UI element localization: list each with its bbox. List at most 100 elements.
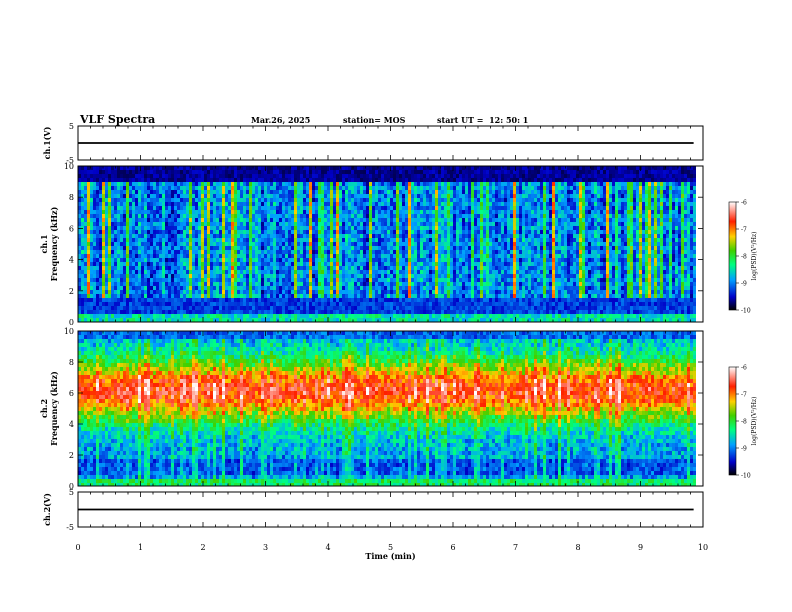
spectrogram-cell <box>363 194 366 198</box>
spectrogram-cell <box>135 166 138 170</box>
spectrogram-cell <box>312 186 315 190</box>
spectrogram-cell <box>246 222 249 226</box>
spectrogram-cell <box>264 238 267 242</box>
spectrogram-cell <box>132 250 135 254</box>
spectrogram-cell <box>114 298 117 302</box>
spectrogram-cell <box>87 206 90 210</box>
spectrogram-cell <box>387 306 390 310</box>
spectrogram-cell <box>207 318 210 322</box>
spectrogram-cell <box>198 178 201 182</box>
spectrogram-cell <box>327 278 330 282</box>
spectrogram-cell <box>237 174 240 178</box>
spectrogram-cell <box>291 218 294 222</box>
spectrogram-cell <box>189 250 192 254</box>
spectrogram-cell <box>447 234 450 238</box>
spectrogram-cell <box>126 290 129 294</box>
spectrogram-cell <box>192 194 195 198</box>
spectrogram-cell <box>369 242 372 246</box>
spectrogram-cell <box>351 246 354 250</box>
spectrogram-cell <box>96 170 99 174</box>
spectrogram-cell <box>153 218 156 222</box>
spectrogram-cell <box>429 274 432 278</box>
spectrogram-cell <box>120 274 123 278</box>
spectrogram-cell <box>171 178 174 182</box>
spectrogram-cell <box>186 230 189 234</box>
spectrogram-cell <box>120 182 123 186</box>
spectrogram-cell <box>204 270 207 274</box>
spectrogram-cell <box>210 314 213 318</box>
spectrogram-cell <box>222 310 225 314</box>
spectrogram-cell <box>216 178 219 182</box>
spectrogram-cell <box>183 314 186 318</box>
spectrogram-cell <box>303 294 306 298</box>
spectrogram-cell <box>222 274 225 278</box>
spectrogram-cell <box>405 170 408 174</box>
spectrogram-cell <box>261 238 264 242</box>
spectrogram-cell <box>78 238 81 242</box>
spectrogram-cell <box>126 242 129 246</box>
spectrogram-cell <box>108 222 111 226</box>
spectrogram-cell <box>195 222 198 226</box>
spectrogram-cell <box>174 246 177 250</box>
spectrogram-cell <box>135 226 138 230</box>
spectrogram-cell <box>411 166 414 170</box>
spectrogram-cell <box>336 190 339 194</box>
spectrogram-cell <box>165 170 168 174</box>
spectrogram-cell <box>150 222 153 226</box>
spectrogram-cell <box>393 166 396 170</box>
spectrogram-cell <box>414 178 417 182</box>
spectrogram-cell <box>384 230 387 234</box>
spectrogram-cell <box>309 182 312 186</box>
spectrogram-cell <box>141 194 144 198</box>
spectrogram-cell <box>93 254 96 258</box>
spectrogram-cell <box>111 226 114 230</box>
spectrogram-cell <box>423 278 426 282</box>
spectrogram-cell <box>360 170 363 174</box>
spectrogram-cell <box>303 314 306 318</box>
spectrogram-cell <box>168 230 171 234</box>
spectrogram-cell <box>234 190 237 194</box>
spectrogram-cell <box>312 294 315 298</box>
spectrogram-cell <box>441 246 444 250</box>
spectrogram-cell <box>282 234 285 238</box>
spectrogram-cell <box>279 202 282 206</box>
spectrogram-cell <box>207 206 210 210</box>
spectrogram-cell <box>366 314 369 318</box>
spectrogram-cell <box>243 230 246 234</box>
spectrogram-cell <box>399 202 402 206</box>
spectrogram-cell <box>159 238 162 242</box>
spectrogram-cell <box>225 242 228 246</box>
spectrogram-cell <box>417 314 420 318</box>
spectrogram-cell <box>159 178 162 182</box>
spectrogram-cell <box>243 262 246 266</box>
spectrogram-cell <box>249 242 252 246</box>
spectrogram-cell <box>342 254 345 258</box>
spectrogram-cell <box>180 298 183 302</box>
spectrogram-cell <box>84 254 87 258</box>
spectrogram-cell <box>354 266 357 270</box>
spectrogram-cell <box>408 250 411 254</box>
spectrogram-cell <box>84 186 87 190</box>
spectrogram-cell <box>345 170 348 174</box>
spectrogram-cell <box>219 210 222 214</box>
spectrogram-cell <box>270 262 273 266</box>
spectrogram-cell <box>396 314 399 318</box>
spectrogram-cell <box>159 314 162 318</box>
spectrogram-cell <box>381 234 384 238</box>
spectrogram-cell <box>303 218 306 222</box>
spectrogram-cell <box>450 266 453 270</box>
spectrogram-cell <box>288 314 291 318</box>
spectrogram-cell <box>93 166 96 170</box>
spectrogram-cell <box>354 242 357 246</box>
spectrogram-cell <box>291 202 294 206</box>
spectrogram-cell <box>414 182 417 186</box>
spectrogram-cell <box>315 286 318 290</box>
spectrogram-cell <box>210 170 213 174</box>
spectrogram-cell <box>285 274 288 278</box>
spectrogram-cell <box>240 230 243 234</box>
spectrogram-cell <box>207 222 210 226</box>
spectrogram-cell <box>177 182 180 186</box>
spectrogram-cell <box>264 174 267 178</box>
spectrogram-cell <box>156 282 159 286</box>
spectrogram-cell <box>129 198 132 202</box>
